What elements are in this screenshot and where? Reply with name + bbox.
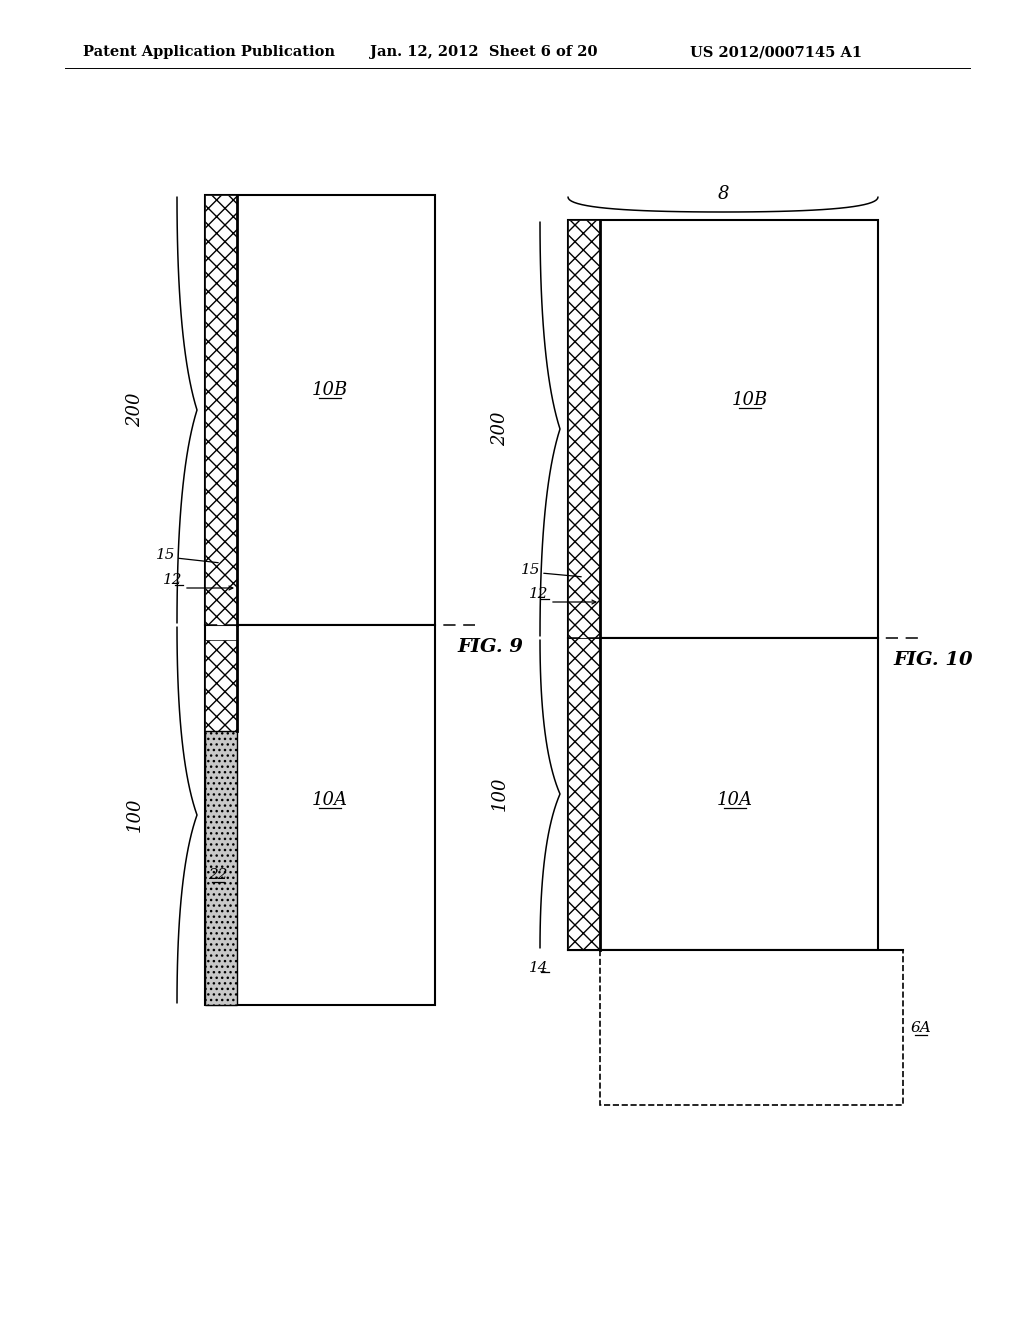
Bar bbox=[568, 638, 600, 950]
Text: 8: 8 bbox=[717, 185, 729, 203]
Text: 12: 12 bbox=[528, 587, 548, 601]
Text: 100: 100 bbox=[490, 776, 509, 812]
Text: 15: 15 bbox=[156, 548, 175, 562]
Bar bbox=[568, 220, 600, 638]
Bar bbox=[568, 220, 878, 638]
Text: 12: 12 bbox=[163, 573, 182, 587]
Text: 6A: 6A bbox=[910, 1020, 932, 1035]
Bar bbox=[568, 638, 878, 950]
Bar bbox=[600, 950, 903, 1105]
Text: FIG. 10: FIG. 10 bbox=[893, 651, 973, 669]
Text: 15: 15 bbox=[520, 564, 540, 577]
Text: Jan. 12, 2012  Sheet 6 of 20: Jan. 12, 2012 Sheet 6 of 20 bbox=[370, 45, 597, 59]
Text: 14: 14 bbox=[528, 961, 548, 975]
Text: 200: 200 bbox=[490, 412, 509, 446]
Bar bbox=[205, 195, 435, 624]
Text: 10A: 10A bbox=[312, 791, 348, 809]
Bar bbox=[205, 640, 237, 731]
Text: 10B: 10B bbox=[732, 391, 768, 409]
Bar bbox=[205, 731, 237, 1005]
Text: 22: 22 bbox=[208, 869, 227, 882]
Text: 200: 200 bbox=[126, 393, 144, 428]
Bar bbox=[205, 195, 237, 624]
Text: 100: 100 bbox=[126, 797, 144, 832]
Bar bbox=[205, 624, 435, 1005]
Text: 10A: 10A bbox=[717, 791, 753, 809]
Text: US 2012/0007145 A1: US 2012/0007145 A1 bbox=[690, 45, 862, 59]
Text: Patent Application Publication: Patent Application Publication bbox=[83, 45, 335, 59]
Text: 10B: 10B bbox=[312, 381, 348, 399]
Text: FIG. 9: FIG. 9 bbox=[457, 638, 523, 656]
